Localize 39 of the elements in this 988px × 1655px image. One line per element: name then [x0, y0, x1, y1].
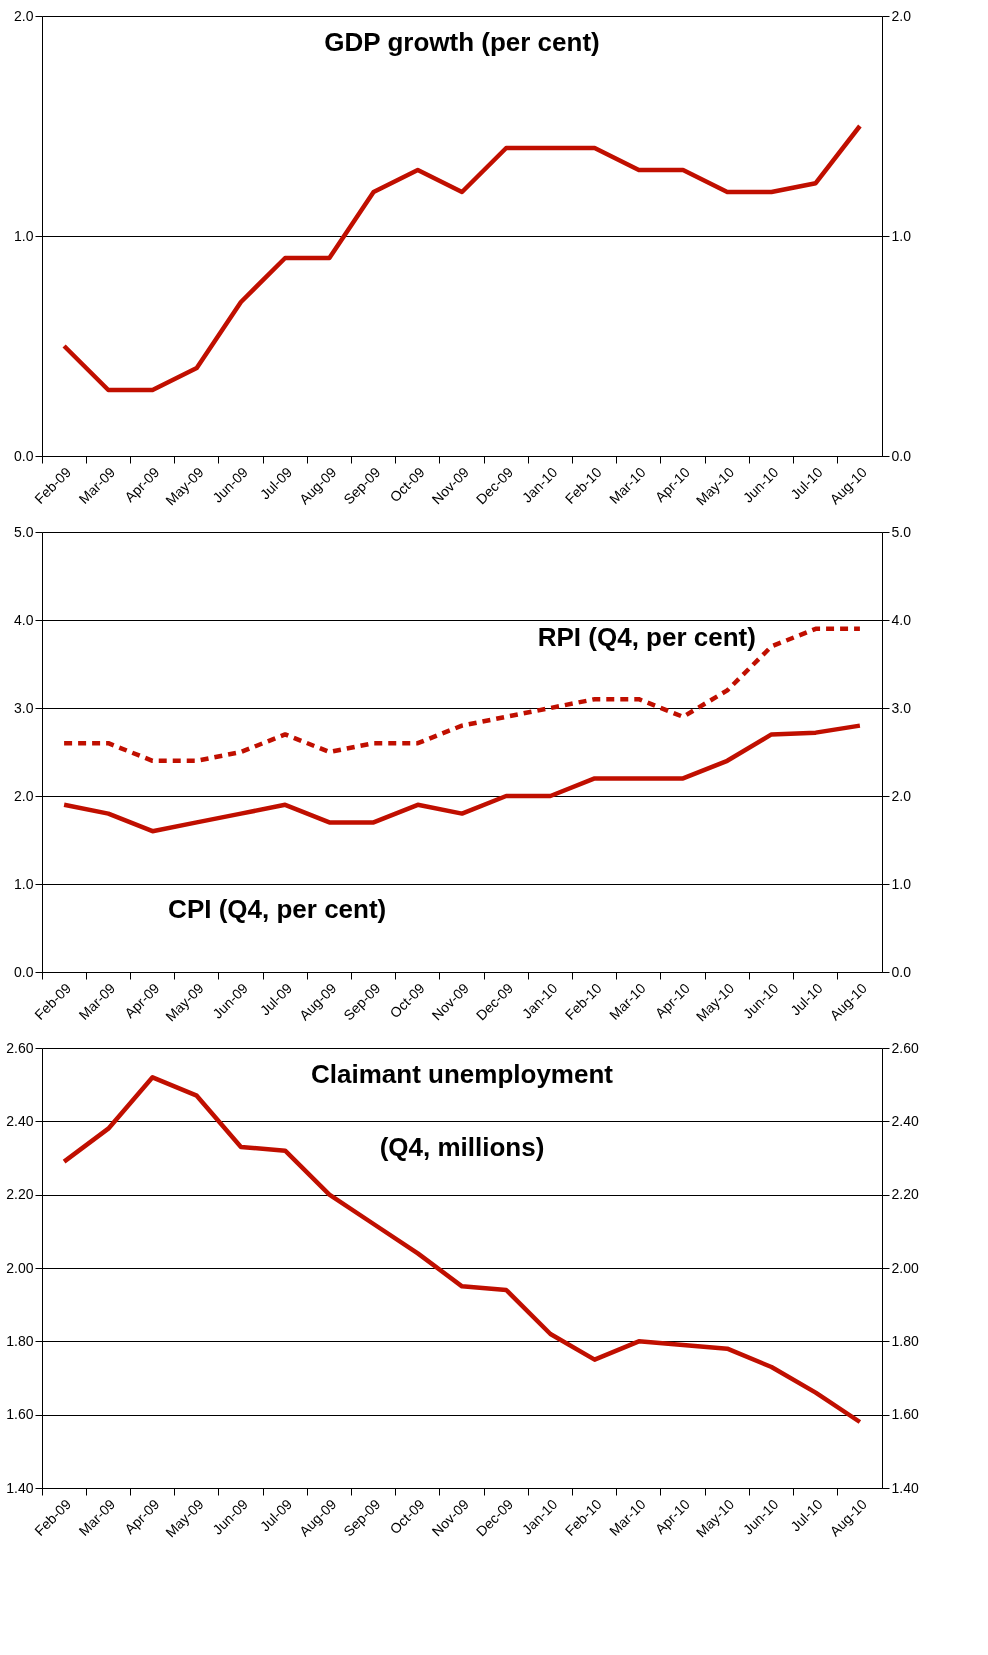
y-tick-label: 3.0	[14, 699, 34, 716]
line-series	[61, 723, 863, 834]
y2-tick-label: 1.60	[891, 1406, 919, 1423]
y-tick-label: 2.20	[6, 1186, 34, 1203]
y2-tick-label: 2.0	[891, 787, 912, 804]
y2-tick-label: 1.0	[891, 227, 912, 244]
y2-tick-label: 0.0	[891, 963, 912, 980]
y-tick-label: 2.40	[6, 1112, 34, 1129]
y2-tick-label: 2.60	[891, 1039, 919, 1056]
chart-title: Claimant unemployment (Q4, millions)	[311, 1059, 613, 1163]
text: CPI (Q4, per cent)	[168, 894, 387, 925]
y2-tick-label: 5.0	[891, 523, 912, 540]
y2-tick-label: 2.00	[891, 1259, 919, 1276]
y-tick-label: 2.00	[6, 1259, 34, 1276]
y2-tick-label: 0.0	[891, 447, 912, 464]
y-tick-label: 5.0	[14, 523, 34, 540]
y-tick-label: 1.80	[6, 1332, 34, 1349]
y2-tick-label: 1.40	[891, 1479, 919, 1496]
line-series	[61, 123, 863, 393]
y2-tick-label: 4.0	[891, 611, 912, 628]
line-series	[61, 626, 863, 764]
y-tick-label: 1.60	[6, 1406, 34, 1423]
y2-tick-label: 1.80	[891, 1332, 919, 1349]
y-tick-label: 1.0	[14, 875, 34, 892]
y-tick-label: 2.0	[14, 787, 34, 804]
y2-tick-label: 2.0	[891, 7, 912, 24]
y-tick-label: 4.0	[14, 611, 34, 628]
chart-title: GDP growth (per cent)	[324, 27, 600, 57]
y-tick-label: 1.0	[14, 227, 34, 244]
y-tick-label: 2.60	[6, 1039, 34, 1056]
y2-tick-label: 2.20	[891, 1186, 919, 1203]
y2-tick-label: 3.0	[891, 699, 912, 716]
y-tick-label: 0.0	[14, 447, 34, 464]
y2-tick-label: 2.40	[891, 1112, 919, 1129]
series-label: RPI (Q4, per cent)	[537, 621, 756, 652]
y-tick-label: 0.0	[14, 963, 34, 980]
y-tick-label: 1.40	[6, 1479, 34, 1496]
y2-tick-label: 1.0	[891, 875, 912, 892]
y-tick-label: 2.0	[14, 7, 34, 24]
